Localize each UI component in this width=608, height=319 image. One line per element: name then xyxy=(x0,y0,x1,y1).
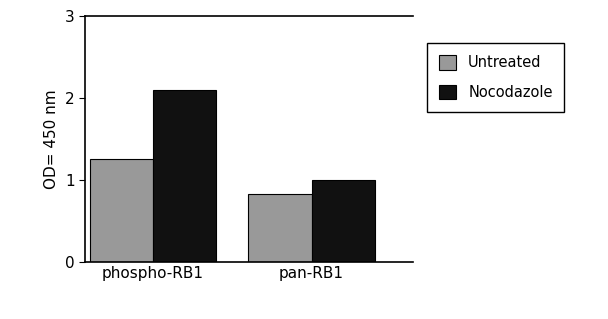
Bar xyxy=(153,90,216,262)
Bar xyxy=(248,195,311,262)
Bar xyxy=(89,159,153,262)
Y-axis label: OD= 450 nm: OD= 450 nm xyxy=(44,89,60,189)
Legend: Untreated, Nocodazole: Untreated, Nocodazole xyxy=(427,43,564,112)
Bar xyxy=(311,180,375,262)
